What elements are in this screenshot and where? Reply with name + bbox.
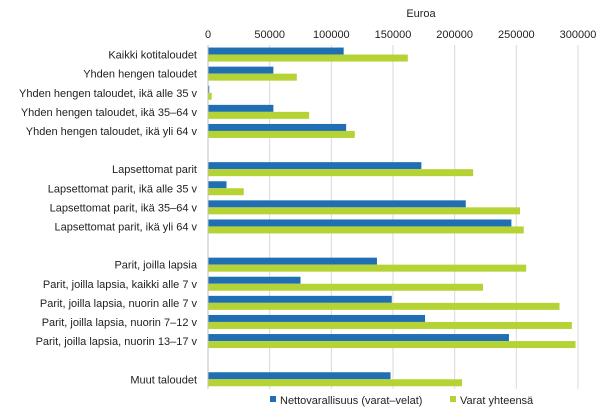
x-tick-label: 200000 xyxy=(436,29,473,41)
x-tick-label: 150000 xyxy=(375,29,412,41)
y-tick-label: Parit, joilla lapsia, nuorin 7–12 v xyxy=(42,317,198,329)
y-tick-label: Lapsettomat parit, ikä alle 35 v xyxy=(48,183,198,195)
bar-net-wealth xyxy=(208,372,391,380)
bar-total-assets xyxy=(208,283,484,291)
x-tick-label: 0 xyxy=(205,29,211,41)
y-tick-label: Yhden hengen taloudet xyxy=(83,69,197,81)
legend-swatch xyxy=(450,396,456,402)
x-axis-label: Euroa xyxy=(406,8,436,20)
y-tick-label: Parit, joilla lapsia, nuorin alle 7 v xyxy=(40,298,198,310)
bar-total-assets xyxy=(208,226,524,234)
gridlines xyxy=(269,45,579,389)
bar-net-wealth xyxy=(208,66,274,74)
legend: Nettovarallisuus (varat–velat) Varat yhte… xyxy=(270,395,534,407)
bar-net-wealth xyxy=(208,314,426,322)
bar-net-wealth xyxy=(208,334,509,342)
x-tick-label: 300000 xyxy=(560,29,597,41)
bar-net-wealth xyxy=(208,295,392,303)
bar-net-wealth xyxy=(208,257,377,265)
bar-net-wealth xyxy=(208,276,301,284)
x-tick-label: 50000 xyxy=(254,29,285,41)
bar-total-assets xyxy=(208,302,560,310)
bar-net-wealth xyxy=(208,85,210,93)
bar-total-assets xyxy=(208,54,408,62)
y-tick-label: Lapsettomat parit, ikä 35–64 v xyxy=(50,202,198,214)
bar-net-wealth xyxy=(208,123,347,131)
y-tick-label: Parit, joilla lapsia, kaikki alle 7 v xyxy=(43,279,198,291)
bar-total-assets xyxy=(208,92,212,100)
bar-total-assets xyxy=(208,379,463,387)
bar-total-assets xyxy=(208,169,474,177)
bar-net-wealth xyxy=(208,104,274,112)
y-tick-label: Lapsettomat parit, ikä yli 64 v xyxy=(55,221,198,233)
y-tick-label: Parit, joilla lapsia xyxy=(114,260,197,272)
y-tick-label: Parit, joilla lapsia, nuorin 13–17 v xyxy=(36,336,198,348)
y-tick-label: Muut taloudet xyxy=(130,374,197,386)
bar-total-assets xyxy=(208,130,355,138)
bar-net-wealth xyxy=(208,219,512,227)
y-tick-label: Lapsettomat parit xyxy=(112,164,197,176)
axes: 0 50000 100000 150000 200000 250000 300000 Kaik… xyxy=(19,29,596,389)
bar-total-assets xyxy=(208,264,527,272)
bar-total-assets xyxy=(208,188,244,196)
legend-label: Nettovarallisuus (varat–velat) xyxy=(280,395,422,407)
bar-net-wealth xyxy=(208,47,344,55)
bar-total-assets xyxy=(208,207,521,215)
x-tick-label: 250000 xyxy=(498,29,535,41)
legend-label: Varat yhteensä xyxy=(460,395,534,407)
bar-net-wealth xyxy=(208,181,227,189)
bar-total-assets xyxy=(208,341,576,349)
y-tick-label: Yhden hengen taloudet, ikä 35–64 v xyxy=(21,107,198,119)
x-tick-label: 100000 xyxy=(313,29,350,41)
y-tick-label: Yhden hengen taloudet, ikä yli 64 v xyxy=(26,126,198,138)
bar-total-assets xyxy=(208,73,297,81)
bars xyxy=(208,47,576,387)
y-tick-label: Yhden hengen taloudet, ikä alle 35 v xyxy=(19,88,197,100)
bar-total-assets xyxy=(208,321,572,329)
y-tick-label: Kaikki kotitaloudet xyxy=(108,50,197,62)
bar-net-wealth xyxy=(208,162,422,170)
bar-total-assets xyxy=(208,111,310,119)
bar-net-wealth xyxy=(208,200,466,208)
legend-swatch xyxy=(270,396,276,402)
